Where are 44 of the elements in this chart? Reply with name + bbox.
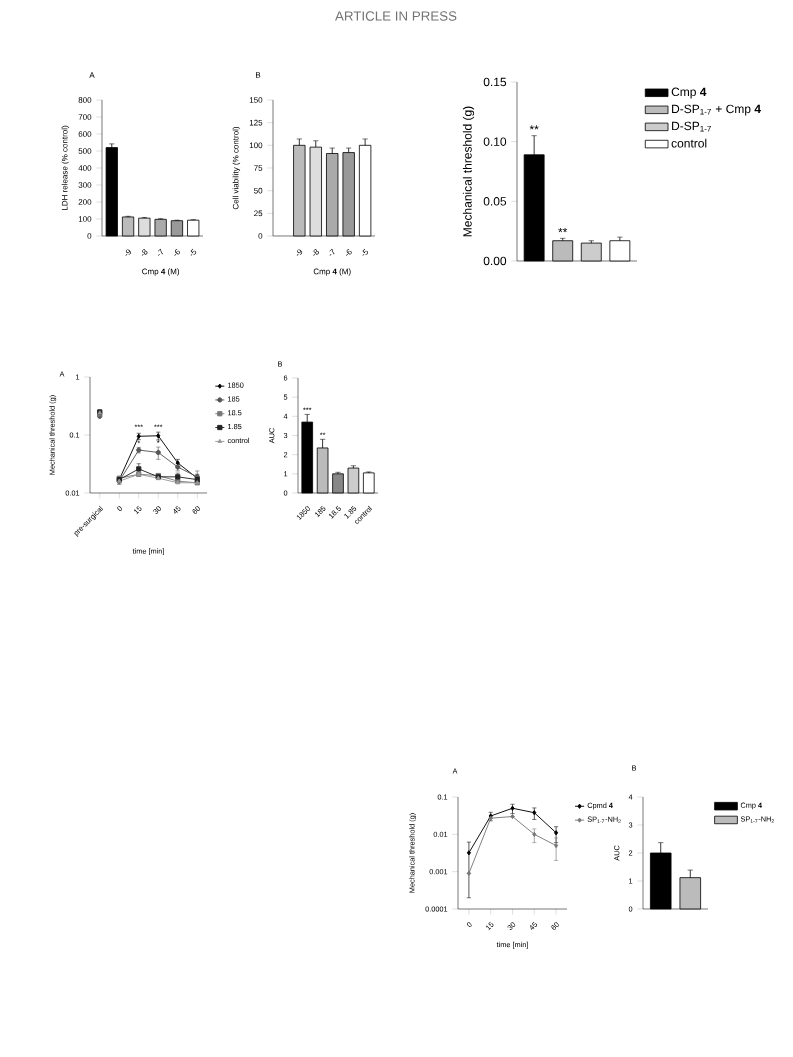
y-tick-label: 50 <box>254 187 263 194</box>
x-tick-label: -6 <box>346 249 352 256</box>
x-tick-label: -5 <box>362 248 369 256</box>
annotation: ** <box>529 125 539 130</box>
y-tick-label: 800 <box>78 97 92 103</box>
y-axis-title: Mechanical threshold (g) <box>462 106 475 237</box>
y-tick-label: 300 <box>78 182 92 188</box>
y-tick-label: 200 <box>78 199 92 205</box>
legend-label: Cmp 4 <box>671 87 707 99</box>
y-tick-label: 600 <box>78 131 92 137</box>
legend-label: control <box>671 138 707 148</box>
chart-title: B <box>255 72 261 78</box>
chart-title: A <box>89 72 95 78</box>
y-tick-label: 400 <box>78 165 92 171</box>
x-axis-title: Cmp 4 (M) <box>313 268 351 276</box>
x-tick-label: -6 <box>174 249 180 256</box>
x-tick-label: -9 <box>125 249 131 256</box>
y-tick-label: 0.15 <box>483 77 507 87</box>
y-axis-title: LDH release (% control) <box>61 125 70 211</box>
text: ARTICLE IN PRESS <box>335 11 457 21</box>
x-tick-label: -8 <box>141 249 148 256</box>
y-axis-title: Cell viability (% control) <box>232 126 241 210</box>
x-tick-label: -7 <box>329 248 335 256</box>
y-tick-label: 0 <box>258 233 263 239</box>
x-tick-label: -9 <box>296 249 303 256</box>
x-tick-label: -8 <box>313 249 319 256</box>
x-axis-title: Cmp 4 (M) <box>142 268 180 276</box>
y-tick-label: 700 <box>78 114 92 120</box>
legend-label: D-SP$_{1-7}$ <box>672 121 711 132</box>
y-tick-label: 100 <box>78 216 92 222</box>
y-tick-label: 0 <box>87 233 92 239</box>
y-tick-label: 500 <box>78 148 92 154</box>
y-tick-label: 0.10 <box>483 137 507 146</box>
y-tick-label: 0.05 <box>483 197 507 206</box>
x-tick-label: -7 <box>157 248 163 256</box>
legend-label: D-SP$_{1-7}$ + Cmp 4 <box>672 104 761 116</box>
y-tick-label: 25 <box>254 210 263 217</box>
y-tick-label: 75 <box>254 165 263 171</box>
x-tick-label: -5 <box>190 248 197 256</box>
y-tick-label: 125 <box>249 119 263 126</box>
annotation: ** <box>558 227 568 233</box>
y-tick-label: 150 <box>249 97 263 103</box>
y-tick-label: 0.00 <box>483 256 507 266</box>
y-tick-label: 100 <box>249 142 263 149</box>
